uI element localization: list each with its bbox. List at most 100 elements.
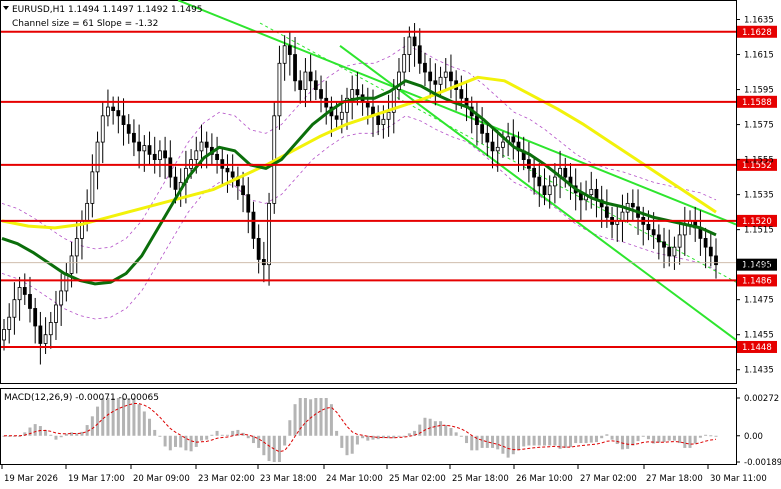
candle-body [106,106,110,117]
candle-body [412,36,417,47]
candle-body [449,71,453,82]
candle-body [490,141,495,152]
time-tick-label: 25 Mar 02:00 [389,474,446,484]
candle-body [298,80,303,90]
level-tag-label: 1.1520 [742,217,772,227]
macd-histogram-bar [288,420,292,436]
candle-body [339,111,344,120]
macd-histogram-bar [527,435,531,446]
level-tag-label: 1.1588 [742,98,772,108]
macd-histogram-bar [480,435,484,448]
macd-histogram-bar [678,435,682,444]
candle-body [495,146,500,152]
macd-histogram-bar [506,435,510,458]
macd-histogram-bar [350,435,354,454]
moving-averages [1,75,717,286]
level-tag [737,25,777,38]
macd-histogram-bar [142,411,146,436]
candle-body [376,115,381,125]
candle-body [319,89,323,99]
candle-body [17,287,22,301]
macd-histogram-bar [132,398,136,436]
macd-histogram-bar [496,435,500,450]
candle-body [630,202,635,208]
price-tick-label: 1.1515 [744,226,774,236]
macd-histogram-bar [568,435,572,447]
candle-body [7,316,12,330]
channel-upper-line [177,0,737,226]
macd-indicator [2,398,718,462]
macd-histogram-bar [168,435,172,451]
macd-histogram-bar [194,435,198,447]
current-price-tag [737,258,777,271]
macd-histogram-bar [600,435,604,439]
time-tick-label: 19 Mar 2026 [4,474,58,484]
candle-body [28,294,32,309]
time-tick-label: 24 Mar 10:00 [326,474,383,484]
macd-histogram-bar [319,398,323,436]
macd-histogram-bar [361,435,365,439]
channel-info: Channel size = 61 Slope = -1.32 [12,19,158,29]
macd-histogram-bar [80,431,84,436]
candle-body [43,334,48,344]
candle-body [282,45,287,64]
macd-histogram-bar [470,435,474,451]
macd-histogram-bar [335,430,339,436]
macd-histogram-bar [615,435,619,445]
candle-body [241,185,245,196]
axes: 1.1635 1.1615 1.1595 1.1575 1.1555 1.1535 1.15… [1,16,781,484]
macd-histogram-bar [449,427,453,436]
macd-histogram-bar [220,434,224,436]
candle-body [22,287,27,295]
macd-histogram-bar [563,435,567,448]
macd-histogram-bar [558,435,562,449]
candle-body [225,167,230,173]
macd-histogram-bar [667,435,671,441]
candle-body [355,89,360,96]
candle-body [204,141,209,148]
macd-histogram-bar [574,435,578,444]
candle-body [475,115,479,125]
candle-body [381,118,386,125]
candle-body [215,153,219,161]
candle-body [147,145,152,155]
envelope-bands [1,45,717,320]
macd-histogram-bar [329,404,333,436]
macd-histogram-bar [522,435,526,447]
candle-body [552,176,557,187]
macd-histogram-bar [298,398,302,436]
macd-histogram-bar [54,435,58,440]
candle-body [662,241,666,248]
fast-moving-average-line [1,79,717,286]
candle-body [428,71,433,82]
macd-histogram-bar [267,435,271,462]
macd-histogram-bar [64,433,68,436]
macd-histogram-bar [106,398,110,436]
time-tick-label: 27 Mar 02:00 [580,474,637,484]
macd-histogram-bar [579,435,583,444]
macd-label: MACD(12,26,9) -0.00071 -0.00065 [4,393,159,403]
candle-body [511,136,516,143]
candle-body [69,255,74,274]
level-tag-label: 1.1628 [742,28,772,38]
macd-tick-label: -0.00189 [744,458,781,468]
candle-body [438,76,443,85]
macd-histogram-bar [371,435,375,440]
macd-histogram-bar [542,435,546,446]
candle-body [334,115,339,120]
macd-histogram-bar [153,429,157,436]
candle-body [111,106,116,111]
macd-tick-label: 0.00272 [744,394,779,404]
candle-body [121,115,126,125]
macd-histogram-bar [246,435,250,439]
macd-histogram-bar [662,435,666,443]
candle-body [256,238,261,260]
macd-histogram-bar [277,435,281,462]
candle-body [589,188,594,196]
candle-body [532,167,537,178]
macd-histogram-bar [28,427,32,436]
macd-histogram-bar [501,435,505,454]
candle-body [38,325,43,344]
candle-body [423,62,427,73]
